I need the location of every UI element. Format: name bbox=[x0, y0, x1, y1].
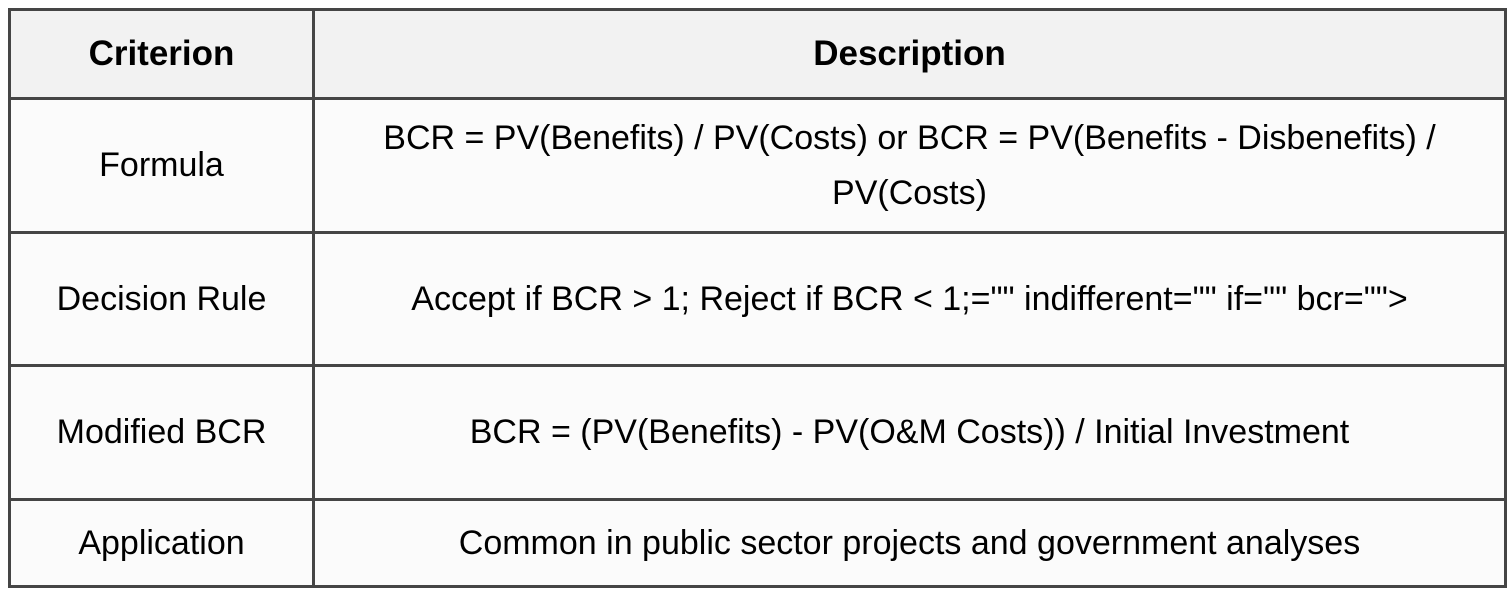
table-header-row: Criterion Description bbox=[8, 8, 1507, 100]
cell-description-application: Common in public sector projects and gov… bbox=[312, 498, 1507, 588]
column-header-criterion: Criterion bbox=[8, 8, 315, 100]
table-row-formula: Formula BCR = PV(Benefits) / PV(Costs) o… bbox=[8, 97, 1507, 234]
cell-description-decision-rule: Accept if BCR > 1; Reject if BCR < 1;=""… bbox=[312, 231, 1507, 367]
cell-criterion-decision-rule: Decision Rule bbox=[8, 231, 315, 367]
table-row-modified-bcr: Modified BCR BCR = (PV(Benefits) - PV(O&… bbox=[8, 364, 1507, 501]
table-row-decision-rule: Decision Rule Accept if BCR > 1; Reject … bbox=[8, 231, 1507, 367]
table-row-application: Application Common in public sector proj… bbox=[8, 498, 1507, 588]
bcr-criteria-table: Criterion Description Formula BCR = PV(B… bbox=[8, 8, 1507, 588]
cell-description-formula: BCR = PV(Benefits) / PV(Costs) or BCR = … bbox=[312, 97, 1507, 234]
cell-criterion-application: Application bbox=[8, 498, 315, 588]
cell-criterion-formula: Formula bbox=[8, 97, 315, 234]
cell-description-modified-bcr: BCR = (PV(Benefits) - PV(O&M Costs)) / I… bbox=[312, 364, 1507, 501]
cell-criterion-modified-bcr: Modified BCR bbox=[8, 364, 315, 501]
column-header-description: Description bbox=[312, 8, 1507, 100]
